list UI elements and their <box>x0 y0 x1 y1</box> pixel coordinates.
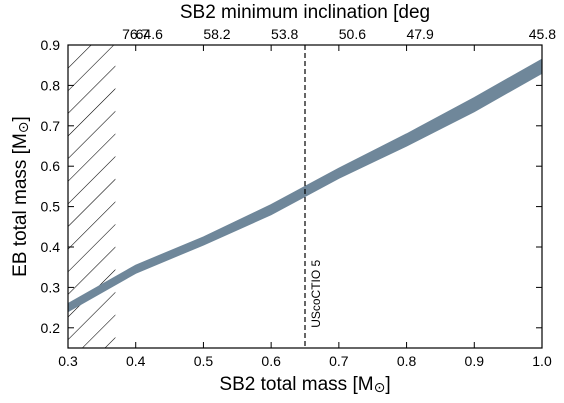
y-tick-label: 0.5 <box>41 199 61 215</box>
x-axis-title-main: SB2 total mass [M <box>219 374 373 395</box>
x-axis-title: SB2 total mass [M⊙] <box>219 374 390 395</box>
y-tick-label: 0.4 <box>41 239 61 255</box>
x-tick-label: 0.3 <box>58 353 78 369</box>
y-axis-title-main: EB total mass [M <box>10 133 31 277</box>
x-tick-label: 0.8 <box>397 353 417 369</box>
x-top-tick-label: 45.8 <box>529 26 556 42</box>
x-tick-label: 0.9 <box>465 353 485 369</box>
y-tick-label: 0.7 <box>41 118 61 134</box>
y-axis-ticks: 0.2 0.3 0.4 0.5 0.6 0.7 0.8 0.9 <box>41 37 542 336</box>
x-axis-title-unit: ⊙ <box>374 379 386 395</box>
y-tick-label: 0.6 <box>41 158 61 174</box>
x-top-axis-title: SB2 minimum inclination [deg <box>180 2 430 23</box>
y-tick-label: 0.9 <box>41 37 61 53</box>
y-axis-title-unit: ⊙ <box>15 121 31 133</box>
x-top-axis-title-main: SB2 minimum inclination [deg <box>180 2 430 23</box>
y-tick-label: 0.8 <box>41 77 61 93</box>
x-tick-label: 1.0 <box>532 353 552 369</box>
x-top-tick-label: 47.9 <box>406 26 433 42</box>
x-tick-label: 0.5 <box>194 353 214 369</box>
x-top-tick-label: 53.8 <box>271 26 298 42</box>
y-axis-title: EB total mass [M⊙] <box>10 116 31 277</box>
x-axis-ticks: 0.3 0.4 0.5 0.6 0.7 0.8 0.9 1.0 <box>58 342 552 369</box>
x-axis-title-close: ] <box>385 374 390 395</box>
x-top-tick-label: 64.6 <box>136 26 163 42</box>
x-tick-label: 0.7 <box>329 353 349 369</box>
x-top-axis-ticks: 76.764.6 58.2 53.8 50.6 47.9 45.8 <box>122 26 556 51</box>
x-top-tick-label: 76.7 <box>122 26 149 42</box>
usco-ctio5-label: UScoCTIO 5 <box>309 259 323 327</box>
y-tick-label: 0.2 <box>41 320 61 336</box>
plot-frame <box>67 44 543 349</box>
x-tick-label: 0.4 <box>126 353 146 369</box>
mass-band <box>68 58 542 313</box>
y-axis-title-close: ] <box>10 116 31 121</box>
x-tick-label: 0.6 <box>261 353 281 369</box>
x-top-tick-label: 58.2 <box>203 26 230 42</box>
y-tick-label: 0.3 <box>41 279 61 295</box>
x-top-tick-label: 50.6 <box>339 26 366 42</box>
